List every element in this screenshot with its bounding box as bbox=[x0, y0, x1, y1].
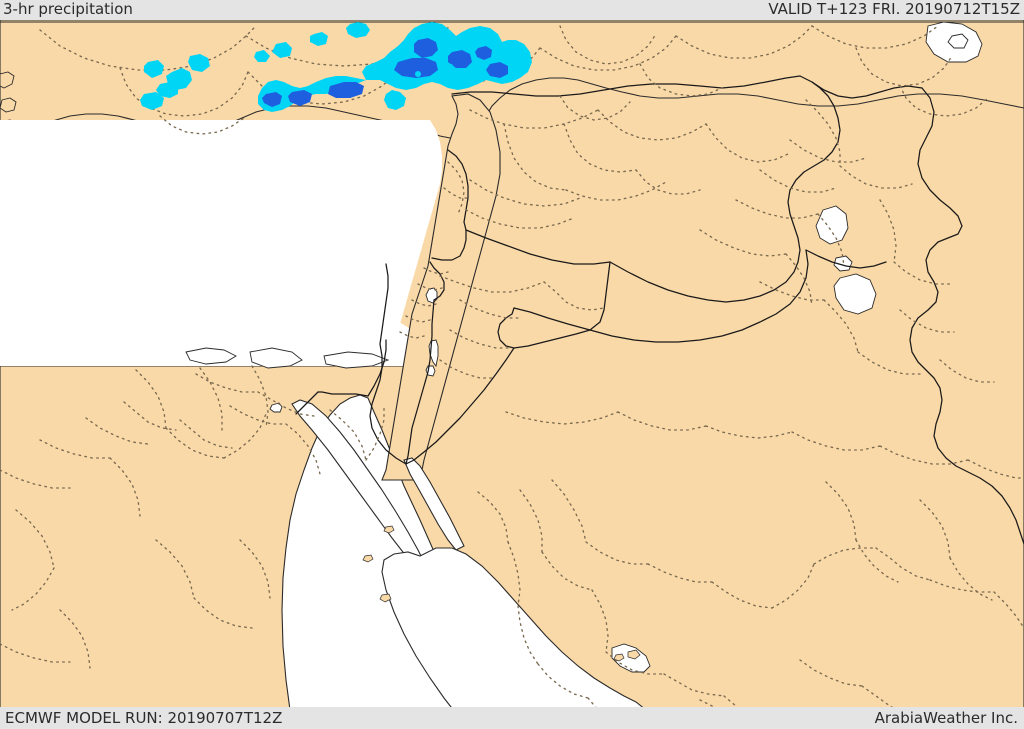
lake-razzaza bbox=[833, 273, 877, 315]
precip-heavy-core-6 bbox=[328, 82, 364, 98]
border-saudi-iraq bbox=[513, 249, 809, 343]
red-sea-layer bbox=[291, 399, 655, 729]
red-sea-islet-a bbox=[627, 649, 641, 660]
precip-heavy-core-1 bbox=[414, 38, 438, 58]
sinai-islet-c bbox=[379, 593, 392, 603]
border-lebanon-syria bbox=[447, 149, 469, 231]
precip-hole-1 bbox=[443, 64, 456, 74]
border-suez-line bbox=[295, 391, 319, 415]
precip-heavy-core-5 bbox=[486, 62, 508, 78]
precip-cell-w6 bbox=[272, 42, 292, 58]
precipitation-layer bbox=[140, 22, 532, 112]
attribution-label: ArabiaWeather Inc. bbox=[874, 709, 1018, 727]
lake-tharthar-small bbox=[833, 255, 853, 272]
lake-burullus bbox=[185, 347, 237, 365]
gulf-of-aqaba bbox=[403, 457, 465, 551]
precip-light-north-tick bbox=[346, 22, 370, 38]
header-bar bbox=[0, 0, 1024, 20]
border-iraq-iran bbox=[909, 87, 1024, 545]
border-jordan-saudi-sw bbox=[405, 347, 515, 465]
border-egypt-sinai-2 bbox=[367, 339, 387, 397]
precip-heavy-core-8 bbox=[262, 92, 282, 107]
border-syria-iraq bbox=[609, 81, 841, 303]
precip-cell-w5 bbox=[140, 92, 164, 110]
precip-cell-w4 bbox=[188, 54, 210, 72]
red-sea-islet-b bbox=[613, 653, 625, 662]
border-israel-westbank bbox=[429, 261, 445, 301]
footer-bar bbox=[0, 707, 1024, 729]
precip-light-north-tick2 bbox=[310, 32, 328, 46]
precip-light-pendant bbox=[384, 90, 406, 110]
lake-urmia bbox=[947, 33, 969, 49]
border-egypt-sinai bbox=[317, 391, 369, 397]
precip-heavy-core-3 bbox=[448, 50, 472, 68]
border-egypt-north bbox=[379, 263, 389, 345]
border-turkey-syria bbox=[451, 75, 801, 97]
precip-heavy-core-2 bbox=[394, 58, 438, 78]
precip-cell-w7 bbox=[254, 50, 270, 62]
border-saudi-gulf bbox=[805, 249, 887, 269]
lake-manzala bbox=[249, 347, 303, 369]
sinai-islet-a bbox=[383, 525, 395, 534]
product-title-label: 3-hr precipitation bbox=[3, 0, 133, 18]
precip-heavy-core-4 bbox=[475, 46, 492, 60]
nile-delta-layer bbox=[185, 347, 390, 369]
lake-qarun bbox=[269, 402, 283, 413]
levant-landstrip bbox=[381, 93, 501, 481]
border-israel-egypt bbox=[369, 343, 407, 465]
precip-hole-2 bbox=[415, 71, 421, 77]
border-israel-lebanon bbox=[431, 229, 467, 261]
country-border-layer bbox=[295, 75, 1024, 545]
precip-heavy-core-7 bbox=[288, 90, 312, 106]
precip-cell-w2 bbox=[144, 60, 164, 78]
model-run-label: ECMWF MODEL RUN: 20190707T12Z bbox=[5, 709, 283, 727]
border-jordan-israel bbox=[405, 299, 435, 465]
valid-time-label: VALID T+123 FRI. 20190712T15Z bbox=[768, 0, 1020, 18]
levant-coast bbox=[0, 120, 442, 366]
lake-habbaniyah bbox=[815, 205, 849, 245]
border-syria-jordan bbox=[465, 229, 611, 265]
sinai-islet-b bbox=[362, 554, 374, 563]
lake-bardawil bbox=[323, 351, 390, 369]
border-jordan-saudi bbox=[497, 261, 611, 349]
precip-cell-w3 bbox=[156, 82, 178, 98]
inland-water-layer bbox=[269, 21, 983, 413]
